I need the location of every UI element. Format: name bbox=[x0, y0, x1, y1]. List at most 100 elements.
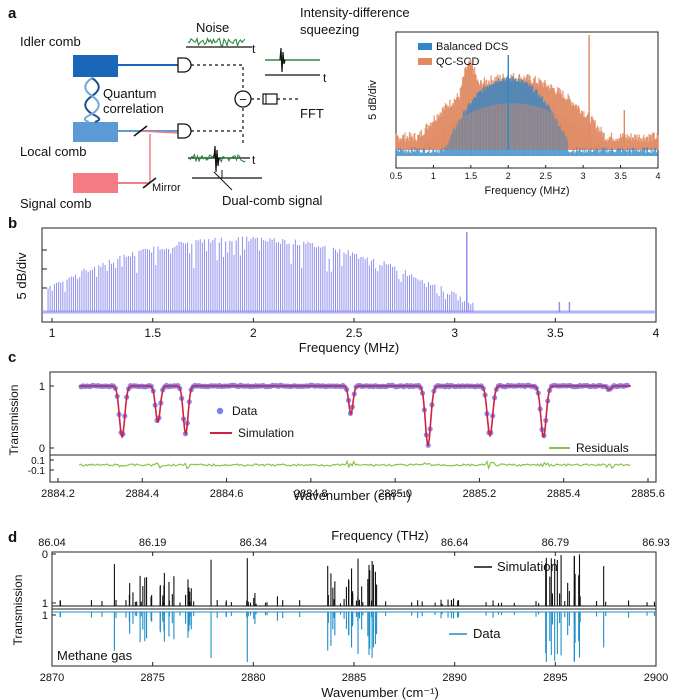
inset-spectrum: 0.5 1 1.5 2 2.5 3 3.5 4 bbox=[390, 35, 661, 181]
panel-c-y-tick-label: 1 bbox=[39, 381, 45, 393]
panel-b-ylabel: 5 dB/div bbox=[14, 252, 29, 299]
inset-xlabel: Frequency (MHz) bbox=[485, 185, 570, 197]
methane-annotation: Methane gas bbox=[57, 648, 133, 663]
squeezed-pulse bbox=[279, 47, 286, 73]
inset-x-tick-label: 1.5 bbox=[465, 171, 478, 181]
panel-d-x-tick-label: 2895 bbox=[543, 672, 567, 684]
panel-d-label: d bbox=[8, 529, 17, 546]
time-axis-t: t bbox=[323, 71, 327, 85]
fft-analyzer-icon bbox=[262, 93, 278, 105]
panel-b-xlabel: Frequency (MHz) bbox=[299, 340, 399, 355]
legend-qc-scd: QC-SCD bbox=[436, 56, 479, 68]
legend-simulation: Simulation bbox=[238, 426, 294, 440]
legend-residuals: Residuals bbox=[576, 441, 629, 455]
panel-c-x-tick-label: 2885.4 bbox=[547, 488, 581, 500]
noise-trace bbox=[187, 36, 246, 48]
idler-comb-label: Idler comb bbox=[20, 34, 81, 49]
panel-c-spectrum: 2884.2 2884.4 2884.6 2884.8 2885.0 2885.2 2885… bbox=[28, 381, 665, 500]
panel-b: b 1 1.5 2 2.5 3 3.5 4 5 dB/div Frequency (MHz) bbox=[8, 215, 660, 355]
panel-b-x-tick-label: 4 bbox=[653, 326, 660, 340]
local-signal-line bbox=[191, 108, 244, 132]
inset-x-tick-label: 2.5 bbox=[539, 171, 552, 181]
inset-x-tick-label: 0.5 bbox=[390, 171, 403, 181]
panel-d-x-tick-label: 2880 bbox=[241, 672, 265, 684]
panel-b-x-tick-label: 3.5 bbox=[547, 326, 564, 340]
panel-d-y-tick-label: 1 bbox=[42, 598, 48, 610]
idler-signal-line bbox=[191, 64, 244, 90]
panel-a-label: a bbox=[8, 5, 17, 22]
panel-c-simulation-line bbox=[79, 385, 631, 448]
panel-b-frame bbox=[41, 227, 657, 323]
correlation-label: correlation bbox=[103, 101, 164, 116]
local-comb-label: Local comb bbox=[20, 144, 86, 159]
squeezing-label-2: squeezing bbox=[300, 22, 359, 37]
panel-d-top-tick-label: 86.34 bbox=[240, 537, 268, 549]
panel-c: c 2884.2 2884.4 2884.6 2884.8 2885.0 2885.2 28… bbox=[7, 349, 665, 503]
inset-x-tick-label: 3.5 bbox=[614, 171, 627, 181]
panel-c-x-tick-label: 2885.0 bbox=[378, 488, 412, 500]
panel-d-xlabel: Wavenumber (cm⁻¹) bbox=[321, 685, 439, 700]
panel-d-x-tick-label: 2875 bbox=[140, 672, 164, 684]
panel-b-x-tick-label: 1.5 bbox=[144, 326, 161, 340]
panel-b-x-tick-label: 2.5 bbox=[346, 326, 363, 340]
panel-c-residuals-line bbox=[78, 459, 631, 471]
dual-comb-pulse bbox=[213, 145, 220, 173]
legend-swatch-qcscd bbox=[418, 58, 432, 65]
panel-c-x-tick-label: 2884.2 bbox=[41, 488, 75, 500]
panel-b-label: b bbox=[8, 215, 17, 232]
panel-d-x-tick-label: 2890 bbox=[442, 672, 466, 684]
time-axis-t: t bbox=[252, 42, 256, 56]
photodetector-icon bbox=[177, 57, 192, 73]
panel-c-x-tick-label: 2885.2 bbox=[463, 488, 497, 500]
panel-c-x-tick-label: 2884.6 bbox=[210, 488, 244, 500]
idler-comb-block bbox=[73, 55, 118, 77]
photodetector-icon bbox=[177, 123, 192, 139]
beamsplitter bbox=[133, 125, 148, 137]
panel-d-top-tick-label: 86.64 bbox=[441, 537, 469, 549]
panel-c-xlabel: Wavenumber (cm⁻¹) bbox=[293, 488, 411, 503]
panel-d-spectrum: 2870 2875 2880 2885 2890 2895 2900 86.04 86.19 86… bbox=[38, 537, 670, 684]
legend-data: Data bbox=[232, 404, 258, 418]
panel-c-x-tick-label: 2884.4 bbox=[125, 488, 159, 500]
signal-comb-label: Signal comb bbox=[20, 196, 92, 211]
panel-c-ylabel: Transmission bbox=[7, 385, 21, 456]
panel-b-spectrum: 1 1.5 2 2.5 3 3.5 4 bbox=[42, 232, 660, 340]
panel-c-x-tick-label: 2885.6 bbox=[631, 488, 665, 500]
inset-x-tick-label: 4 bbox=[655, 171, 660, 181]
fft-label: FFT bbox=[300, 106, 324, 121]
panel-d-y-tick-label: 0 bbox=[42, 549, 48, 561]
legend-swatch-balanced bbox=[418, 43, 432, 50]
time-axis-t: t bbox=[252, 153, 256, 167]
panel-d-ylabel: Transmission bbox=[11, 575, 25, 646]
inset-x-tick-label: 3 bbox=[581, 171, 586, 181]
legend-balanced-dcs: Balanced DCS bbox=[436, 41, 508, 53]
panel-d-x-tick-label: 2870 bbox=[40, 672, 64, 684]
panel-d: d 2870 2875 2880 2885 2890 2895 2900 86.04 86.19… bbox=[8, 528, 670, 700]
legend-d-data: Data bbox=[473, 626, 501, 641]
panel-b-x-tick-label: 3 bbox=[451, 326, 458, 340]
mirror bbox=[142, 177, 157, 189]
quantum-correlation-link bbox=[83, 77, 101, 123]
panel-d-top-tick-label: 86.93 bbox=[642, 537, 670, 549]
inset-ylabel: 5 dB/div bbox=[367, 80, 379, 120]
panel-d-top-tick-label: 86.19 bbox=[139, 537, 167, 549]
signal-comb-block bbox=[73, 173, 118, 193]
panel-d-x-tick-label: 2900 bbox=[644, 672, 668, 684]
squeezing-label-1: Intensity-difference bbox=[300, 5, 410, 20]
panel-c-residual-tick-label: -0.1 bbox=[28, 466, 46, 477]
panel-c-x-tick-label: 2884.8 bbox=[294, 488, 328, 500]
panel-c-label: c bbox=[8, 349, 16, 366]
inset-x-tick-label: 1 bbox=[431, 171, 436, 181]
panel-d-y-tick-label: 1 bbox=[42, 610, 48, 622]
inset-x-tick-label: 2 bbox=[506, 171, 511, 181]
panel-c-residual-tick-label: 0.1 bbox=[31, 456, 45, 467]
legend-d-simulation: Simulation bbox=[497, 559, 558, 574]
mirror-label: Mirror bbox=[152, 182, 181, 194]
panel-d-x-tick-label: 2885 bbox=[342, 672, 366, 684]
quantum-label: Quantum bbox=[103, 86, 156, 101]
panel-c-y-tick-label: 0 bbox=[39, 443, 45, 455]
panel-b-x-tick-label: 2 bbox=[250, 326, 257, 340]
panel-b-x-tick-label: 1 bbox=[49, 326, 56, 340]
panel-d-top-tick-label: 86.79 bbox=[542, 537, 570, 549]
